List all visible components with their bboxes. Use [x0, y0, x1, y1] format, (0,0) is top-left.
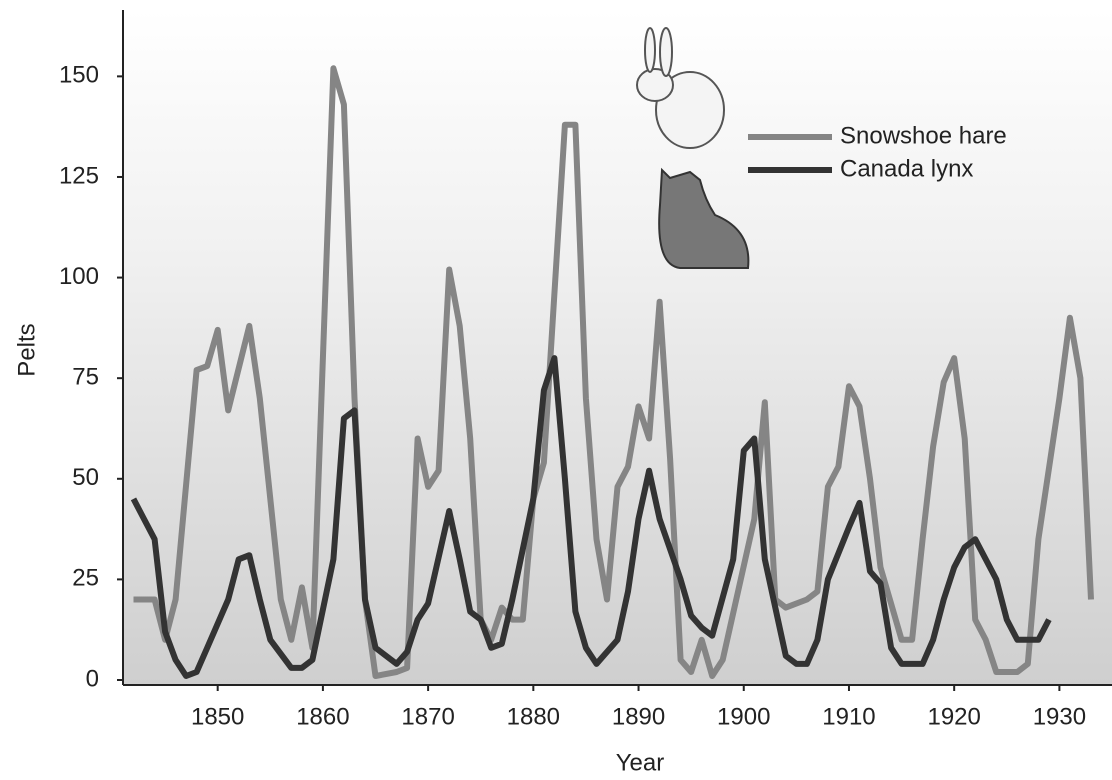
y-tick-label: 150 [59, 62, 99, 89]
y-tick-label: 125 [59, 162, 99, 189]
x-tick-label: 1870 [401, 703, 454, 730]
series-line [130, 355, 1052, 679]
plot-background [123, 10, 1112, 685]
legend-label: Canada lynx [840, 155, 973, 182]
x-tick-label: 1860 [296, 703, 349, 730]
x-tick-label: 1890 [612, 703, 665, 730]
y-tick-label: 0 [86, 665, 99, 692]
y-axis-label: Pelts [13, 323, 40, 376]
x-tick-label: 1900 [717, 703, 770, 730]
x-tick-label: 1880 [507, 703, 560, 730]
y-tick-label: 100 [59, 263, 99, 290]
x-axis-label: Year [616, 749, 665, 776]
x-tick-label: 1910 [822, 703, 875, 730]
y-tick-label: 75 [72, 364, 99, 391]
y-tick-label: 50 [72, 464, 99, 491]
lynx-icon [658, 167, 750, 269]
y-tick-label: 25 [72, 565, 99, 592]
x-tick-label: 1920 [927, 703, 980, 730]
hare-icon [636, 27, 725, 149]
x-tick-label: 1850 [191, 703, 244, 730]
x-tick-label: 1930 [1033, 703, 1086, 730]
legend-label: Snowshoe hare [840, 122, 1007, 149]
